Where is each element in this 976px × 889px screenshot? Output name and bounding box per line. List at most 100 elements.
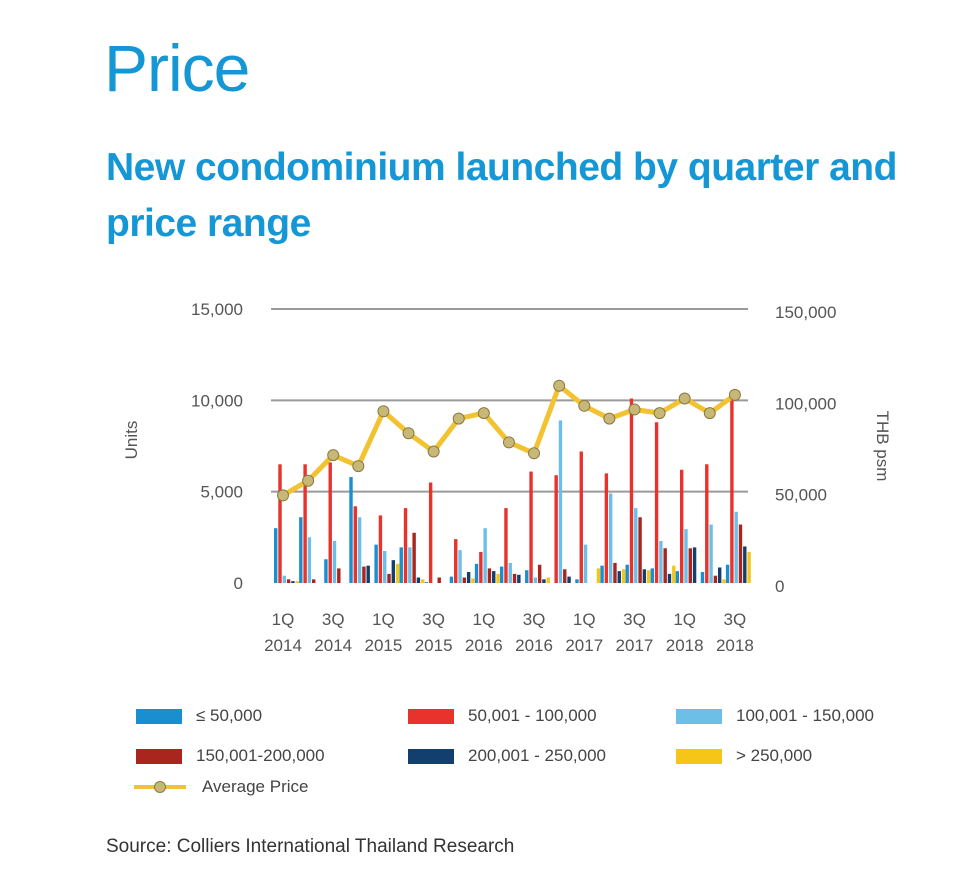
- bar: [291, 581, 295, 583]
- y2-tick-label: 50,000: [775, 486, 827, 505]
- bar: [713, 575, 718, 583]
- bar: [517, 574, 521, 583]
- bar: [454, 539, 458, 583]
- bar: [492, 571, 496, 583]
- bar: [395, 563, 400, 583]
- bar: [357, 517, 362, 583]
- legend-label: ≤ 50,000: [196, 706, 263, 725]
- legend-item-200001-250000: 200,001 - 250,000: [408, 746, 606, 766]
- legend-swatch: [408, 708, 454, 724]
- bar: [600, 565, 604, 583]
- bar: [629, 398, 634, 583]
- x-tick-label-year: 2017: [565, 636, 603, 655]
- bar: [332, 540, 337, 583]
- average-price-point: [653, 407, 666, 420]
- bar: [378, 515, 383, 583]
- legend-line-swatch: [134, 779, 186, 795]
- legend-item-gt-250000: > 250,000: [676, 746, 812, 766]
- bar: [700, 572, 705, 583]
- x-tick-label-quarter: 1Q: [673, 610, 696, 629]
- y-tick-label: 10,000: [191, 391, 243, 410]
- bar: [474, 563, 479, 583]
- x-tick-label-year: 2018: [716, 636, 754, 655]
- x-tick-label-year: 2015: [365, 636, 403, 655]
- bar: [546, 577, 550, 583]
- bar: [328, 462, 332, 583]
- bar: [462, 577, 467, 583]
- bar: [303, 464, 307, 583]
- legend-item-50001-100000: 50,001 - 100,000: [408, 706, 597, 726]
- bar: [416, 577, 421, 583]
- x-tick-label-year: 2014: [264, 636, 302, 655]
- average-price-point: [377, 405, 390, 418]
- legend-label: 200,001 - 250,000: [468, 746, 607, 765]
- bar: [734, 511, 738, 583]
- bar: [558, 420, 563, 583]
- bar: [312, 579, 316, 583]
- bar: [688, 548, 692, 583]
- bar: [725, 564, 730, 583]
- bar: [307, 537, 312, 583]
- bar: [353, 506, 358, 583]
- bar: [667, 573, 672, 583]
- bar: [579, 451, 583, 583]
- bar: [487, 568, 492, 583]
- average-price-point: [452, 412, 465, 425]
- bar: [692, 547, 697, 583]
- legend-swatch: [408, 748, 454, 764]
- x-tick-label-quarter: 3Q: [623, 610, 646, 629]
- bar: [709, 524, 713, 583]
- bar: [646, 570, 651, 583]
- bar: [738, 524, 743, 583]
- bar: [663, 548, 667, 583]
- average-price-point: [327, 449, 340, 462]
- bar: [449, 576, 454, 583]
- x-tick-label-quarter: 3Q: [523, 610, 546, 629]
- bar: [483, 528, 487, 583]
- legend-item-le-50000: ≤ 50,000: [136, 706, 262, 726]
- y2-axis-title: THB psm: [873, 411, 892, 482]
- bar: [722, 579, 726, 583]
- average-price-point: [703, 407, 716, 420]
- average-price-point: [528, 447, 541, 460]
- bar: [299, 517, 303, 583]
- bar: [499, 566, 504, 583]
- price-chart: 15,000 10,000 5,000 0 150,000 100,000 50,000 0 U…: [122, 300, 892, 655]
- legend-swatch: [136, 748, 182, 764]
- x-tick-label-quarter: 3Q: [724, 610, 747, 629]
- x-tick-label-year: 2017: [616, 636, 654, 655]
- bar: [679, 469, 684, 583]
- x-tick-label-quarter: 1Q: [372, 610, 395, 629]
- legend-label: Average Price: [202, 777, 309, 796]
- y-axis-title: Units: [122, 421, 141, 460]
- average-price-point: [628, 403, 641, 416]
- legend-swatch: [676, 708, 722, 724]
- bar: [362, 566, 366, 583]
- bar: [642, 569, 647, 583]
- x-tick-label-year: 2016: [515, 636, 553, 655]
- y2-tick-label: 0: [775, 577, 784, 596]
- bar: [613, 562, 617, 583]
- bar: [399, 547, 403, 583]
- bar: [349, 477, 353, 583]
- average-price-point: [302, 474, 315, 487]
- bar: [391, 560, 396, 583]
- x-tick-label-quarter: 3Q: [422, 610, 445, 629]
- bar: [387, 573, 391, 583]
- average-price-point: [477, 407, 490, 420]
- bar: [563, 569, 567, 583]
- bar: [537, 564, 542, 583]
- bar: [278, 464, 282, 583]
- x-tick-label-year: 2016: [465, 636, 503, 655]
- bar: [512, 573, 517, 583]
- bar: [675, 571, 680, 583]
- bar: [403, 508, 408, 583]
- bar: [471, 578, 475, 583]
- bar: [437, 577, 441, 583]
- bar: [412, 532, 416, 583]
- bar: [408, 547, 412, 583]
- bar: [743, 546, 747, 583]
- bar: [638, 517, 642, 583]
- average-price-point: [678, 392, 691, 405]
- bar: [458, 550, 462, 583]
